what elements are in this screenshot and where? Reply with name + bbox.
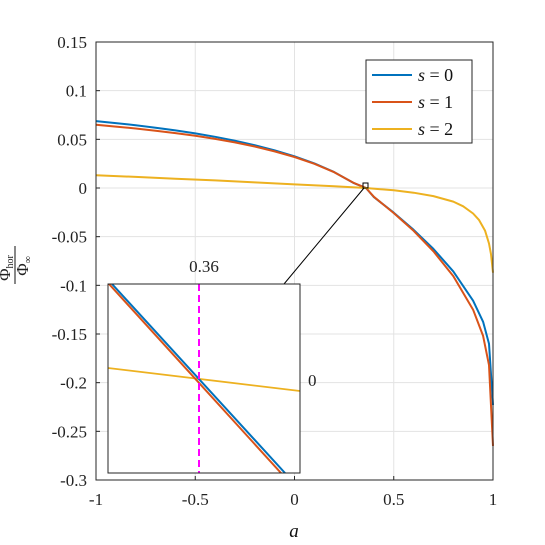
legend: s = 0 s = 1 s = 2 (365, 59, 473, 144)
legend-label-2: s = 2 (418, 119, 453, 139)
inset-annotation-y: 0 (308, 371, 317, 390)
legend-label-0: s = 0 (418, 65, 453, 85)
y-tick-label: -0.2 (60, 374, 87, 393)
y-axis-label: Φhor Φ∞ (0, 246, 34, 284)
y-tick-label: -0.1 (60, 276, 87, 295)
inset-annotation-x: 0.36 (189, 257, 219, 276)
zoom-box-marker (362, 182, 369, 189)
zoom-connector-line (283, 187, 365, 285)
inset-series-s2-line (108, 367, 300, 392)
y-tick-label: 0.15 (57, 33, 87, 52)
x-tick-label: 1 (489, 490, 498, 509)
x-axis-label: a (289, 521, 299, 542)
x-tick-label: 0 (290, 490, 299, 509)
x-ticks: -1 -0.5 0 0.5 1 (89, 476, 497, 509)
y-label-numerator: Φhor (0, 254, 16, 280)
y-ticks: 0.15 0.1 0.05 0 -0.05 -0.1 -0.15 -0.2 -0.25 -0.3 (52, 33, 100, 490)
series-line-1 (95, 123, 494, 446)
y-tick-label: 0.05 (57, 130, 87, 149)
y-tick-label: 0 (79, 179, 88, 198)
inset-frame (107, 283, 301, 474)
y-label-denominator: Φ∞ (13, 256, 34, 276)
y-tick-label: -0.15 (52, 325, 87, 344)
inset-plot: 0.36 0 (107, 257, 317, 474)
series-lines (95, 120, 494, 446)
x-tick-label: -1 (89, 490, 103, 509)
y-tick-label: -0.25 (52, 422, 87, 441)
series-line-2 (95, 174, 494, 273)
y-tick-label: -0.05 (52, 228, 87, 247)
legend-label-1: s = 1 (418, 92, 453, 112)
x-tick-label: 0.5 (383, 490, 404, 509)
y-tick-label: 0.1 (66, 82, 87, 101)
y-tick-label: -0.3 (60, 471, 87, 490)
x-tick-label: -0.5 (182, 490, 209, 509)
inset-series-s1-line (108, 284, 282, 473)
